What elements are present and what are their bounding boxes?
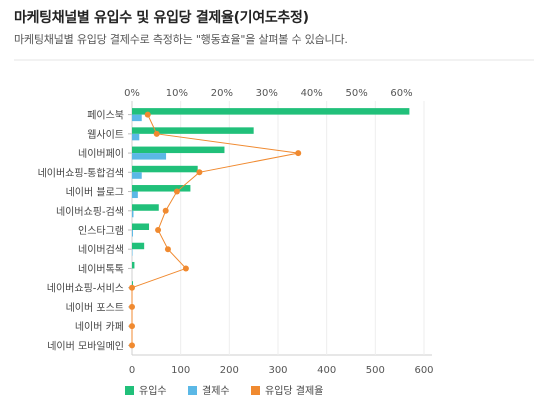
category-label: 네이버 블로그	[66, 187, 124, 199]
legend-label: 유입당 결제율	[265, 384, 323, 397]
chart-title: 마케팅채널별 유입수 및 유입당 결제율(기여도추정)	[14, 10, 309, 26]
legend-label: 결제수	[202, 385, 230, 397]
x-tick-bottom: 600	[414, 365, 433, 376]
x-tick-bottom: 200	[220, 365, 239, 376]
category-label: 네이버 카페	[75, 321, 124, 333]
bar-payment	[132, 153, 167, 160]
conversion-rate-point	[129, 284, 135, 291]
conversion-rate-point	[196, 169, 203, 176]
x-tick-top: 40%	[301, 88, 323, 99]
category-label: 네이버쇼핑-검색	[56, 206, 124, 218]
bar-payment	[132, 191, 138, 199]
category-label: 페이스북	[87, 110, 124, 122]
conversion-rate-point	[153, 130, 160, 137]
x-tick-bottom: 0	[129, 365, 135, 376]
bar-inflow	[132, 242, 145, 250]
x-tick-bottom: 500	[366, 365, 385, 376]
x-tick-bottom: 300	[268, 365, 287, 376]
category-label: 네이버 포스트	[66, 302, 124, 314]
x-tick-top: 10%	[166, 88, 188, 99]
legend-label: 유입수	[139, 384, 167, 397]
x-tick-top: 50%	[345, 88, 367, 99]
category-label: 네이버검색	[78, 244, 124, 256]
bar-inflow	[132, 165, 198, 173]
conversion-rate-point	[129, 303, 135, 310]
conversion-rate-point	[155, 227, 162, 233]
conversion-rate-point	[129, 323, 135, 330]
bar-inflow	[132, 127, 254, 134]
legend-swatch	[188, 386, 197, 395]
x-tick-top: 20%	[211, 88, 233, 99]
bar-inflow	[132, 261, 135, 269]
bar-inflow	[132, 204, 159, 211]
bar-inflow	[132, 146, 225, 154]
bar-payment	[132, 133, 140, 141]
bar-payment	[132, 210, 134, 218]
chart-subtitle: 마케팅채널별 유입당 결제수로 측정하는 "행동효율"을 살펴볼 수 있습니다.	[14, 33, 348, 46]
conversion-rate-point	[144, 111, 151, 118]
category-label: 네이버페이	[78, 148, 124, 160]
conversion-rate-point	[164, 246, 171, 253]
category-label: 인스타그램	[78, 225, 124, 237]
x-tick-top: 60%	[390, 88, 412, 99]
category-label: 네이버 모바일메인	[47, 340, 124, 352]
bar-inflow	[132, 108, 410, 115]
conversion-rate-point	[295, 150, 302, 157]
legend-swatch	[125, 386, 134, 395]
bar-inflow	[132, 281, 133, 288]
category-label: 네이버쇼핑-통합검색	[38, 167, 124, 179]
conversion-rate-point	[129, 342, 135, 349]
legend-swatch	[251, 386, 260, 395]
bar-payment	[132, 172, 142, 179]
category-label: 네이버쇼핑-서비스	[47, 283, 124, 295]
bar-inflow	[132, 223, 150, 230]
x-tick-top: 30%	[256, 88, 278, 99]
conversion-rate-point	[182, 265, 189, 272]
conversion-rate-point	[162, 207, 169, 214]
x-tick-bottom: 100	[171, 365, 190, 376]
bar-inflow	[132, 185, 191, 192]
bar-payment	[132, 114, 142, 122]
conversion-rate-point	[173, 188, 180, 195]
bar-payment	[132, 230, 133, 237]
x-tick-bottom: 400	[317, 365, 336, 376]
x-tick-top: 0%	[124, 88, 140, 99]
category-label: 네이버톡톡	[78, 263, 124, 275]
category-label: 웹사이트	[87, 129, 124, 141]
